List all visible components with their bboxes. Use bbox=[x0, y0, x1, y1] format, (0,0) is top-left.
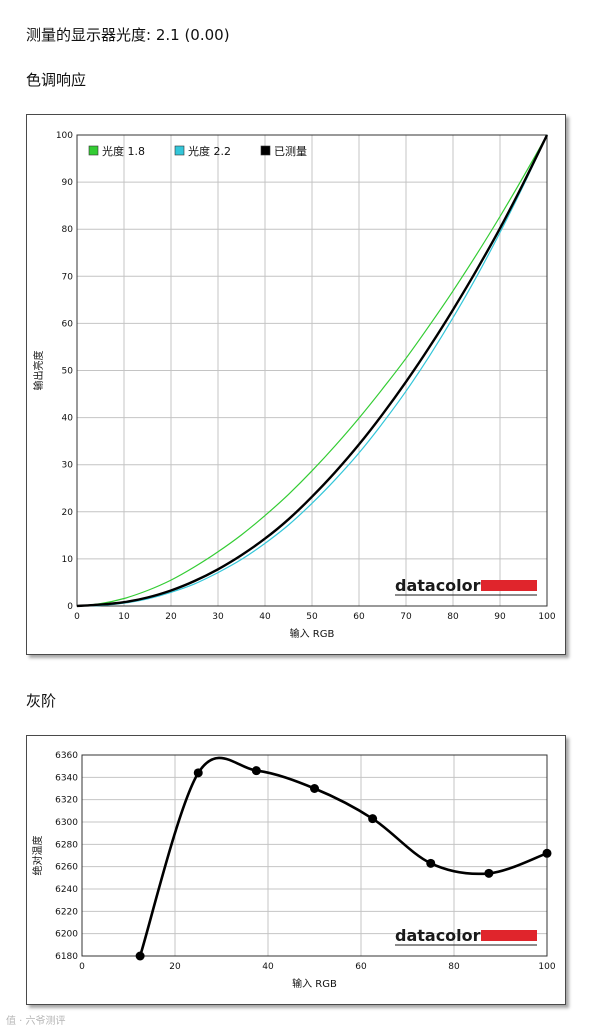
x-tick-label: 90 bbox=[494, 612, 506, 622]
y-tick-label: 80 bbox=[62, 225, 74, 235]
y-tick-label: 20 bbox=[62, 508, 74, 518]
x-tick-label: 70 bbox=[400, 612, 412, 622]
grayscale-heading: 灰阶 bbox=[26, 692, 57, 710]
x-tick-label: 60 bbox=[355, 962, 367, 972]
y-tick-label: 40 bbox=[62, 414, 74, 424]
x-tick-label: 30 bbox=[212, 612, 224, 622]
tone-response-chart: 0 10 20 30 40 50 60 70 80 90 100 0 10 20 30 40 50 60 70 80 9… bbox=[32, 131, 556, 640]
plot-frame bbox=[76, 134, 548, 607]
x-tick-label: 50 bbox=[306, 612, 318, 622]
x-tick-label: 100 bbox=[538, 962, 555, 972]
y-tick-label: 10 bbox=[62, 555, 74, 565]
x-tick-label: 20 bbox=[169, 962, 181, 972]
grayscale-chart: 0 20 40 60 80 100 6180 6200 6220 6240 6260 6280 6300… bbox=[31, 751, 556, 990]
y-tick-label: 6340 bbox=[55, 773, 78, 783]
y-tick-label: 70 bbox=[62, 272, 74, 282]
series-line bbox=[76, 134, 548, 607]
x-tick-label: 40 bbox=[262, 962, 274, 972]
y-tick-label: 6300 bbox=[55, 818, 78, 828]
y-tick-label: 6220 bbox=[55, 907, 78, 917]
legend-label: 光度 1.8 bbox=[102, 144, 145, 158]
series-line bbox=[76, 134, 549, 608]
x-axis-title: 输入 RGB bbox=[290, 627, 335, 640]
x-tick-label: 20 bbox=[165, 612, 177, 622]
y-tick-label: 6360 bbox=[55, 751, 78, 761]
x-tick-label: 10 bbox=[118, 612, 130, 622]
x-tick-label: 100 bbox=[538, 612, 555, 622]
y-tick-label: 6200 bbox=[55, 930, 78, 940]
data-point bbox=[426, 858, 436, 868]
tone-response-chart-panel: 0 10 20 30 40 50 60 70 80 90 100 0 10 20 30 40 50 60 70 80 9… bbox=[26, 114, 566, 655]
data-point bbox=[135, 951, 145, 961]
datacolor-logo-text: datacolor bbox=[395, 926, 481, 945]
y-tick-label: 0 bbox=[67, 602, 73, 612]
data-point bbox=[251, 766, 261, 776]
y-axis-title: 输出亮度 bbox=[32, 351, 45, 391]
y-tick-label: 90 bbox=[62, 178, 74, 188]
y-tick-label: 6260 bbox=[55, 863, 78, 873]
x-tick-label: 40 bbox=[259, 612, 271, 622]
x-tick-label: 80 bbox=[447, 612, 459, 622]
data-point bbox=[193, 768, 203, 778]
legend-swatch bbox=[260, 145, 271, 156]
data-point bbox=[484, 868, 494, 878]
y-tick-label: 30 bbox=[62, 461, 74, 471]
x-tick-label: 0 bbox=[74, 612, 80, 622]
y-tick-label: 6280 bbox=[55, 840, 78, 850]
data-point bbox=[310, 784, 319, 793]
data-point bbox=[542, 848, 552, 858]
legend-swatch bbox=[174, 145, 185, 156]
datacolor-logo-text: datacolor bbox=[395, 576, 481, 595]
series-line bbox=[138, 756, 548, 957]
legend-label: 光度 2.2 bbox=[188, 144, 231, 158]
x-axis-title: 输入 RGB bbox=[292, 977, 337, 990]
y-axis-title: 绝对温度 bbox=[31, 836, 44, 876]
watermark: 值 · 六爷测评 bbox=[6, 1016, 66, 1027]
grayscale-chart-panel: 0 20 40 60 80 100 6180 6200 6220 6240 6260 6280 6300… bbox=[26, 735, 566, 1005]
y-tick-label: 50 bbox=[62, 367, 74, 377]
x-tick-label: 60 bbox=[353, 612, 365, 622]
y-tick-label: 6240 bbox=[55, 885, 78, 895]
legend-label: 已测量 bbox=[274, 145, 307, 158]
legend-swatch bbox=[88, 145, 99, 156]
x-tick-label: 80 bbox=[448, 962, 460, 972]
datacolor-logo-bar bbox=[481, 930, 537, 941]
y-tick-label: 6180 bbox=[55, 952, 78, 962]
data-point bbox=[368, 814, 378, 824]
measured-gamma-text: 测量的显示器光度: 2.1 (0.00) bbox=[26, 26, 230, 44]
series-line bbox=[76, 134, 548, 607]
x-tick-label: 0 bbox=[79, 962, 85, 972]
tone-response-heading: 色调响应 bbox=[26, 71, 87, 89]
y-tick-label: 60 bbox=[62, 319, 74, 329]
y-tick-label: 6320 bbox=[55, 796, 78, 806]
y-tick-label: 100 bbox=[56, 131, 73, 141]
datacolor-logo-bar bbox=[481, 580, 537, 591]
